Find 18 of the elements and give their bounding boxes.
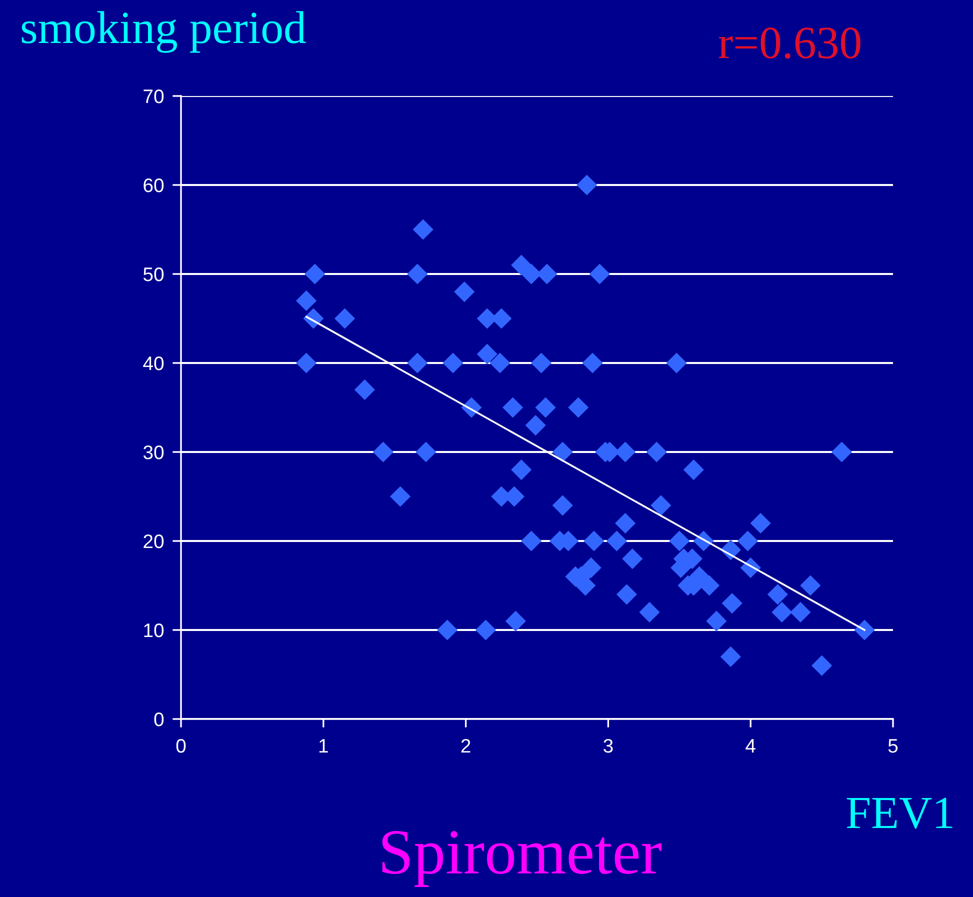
text: r=0.630 [718, 28, 860, 59]
y-tick-label: 60 [144, 178, 164, 192]
y-tick-label: 50 [143, 267, 164, 282]
text: Spirometer [382, 831, 662, 887]
y-tick-label: 20 [144, 534, 164, 548]
x-tick-label: 0 [176, 738, 186, 753]
y-axis-title: smoking period [22, 11, 306, 53]
x-tick-label: 3 [604, 738, 613, 753]
x-tick-label: 4 [746, 739, 756, 753]
y-tick-label: 40 [143, 356, 164, 370]
x-tick-label: 5 [888, 739, 898, 753]
x-axis-title: FEV1 [846, 798, 952, 829]
x-tick-label: 1 [319, 739, 328, 753]
y-tick-label: 30 [143, 445, 164, 460]
y-tick-label: 0 [154, 712, 164, 726]
y-tick-label: 70 [144, 89, 164, 104]
x-tick-label: 2 [461, 738, 470, 753]
y-tick-label: 10 [144, 623, 164, 638]
